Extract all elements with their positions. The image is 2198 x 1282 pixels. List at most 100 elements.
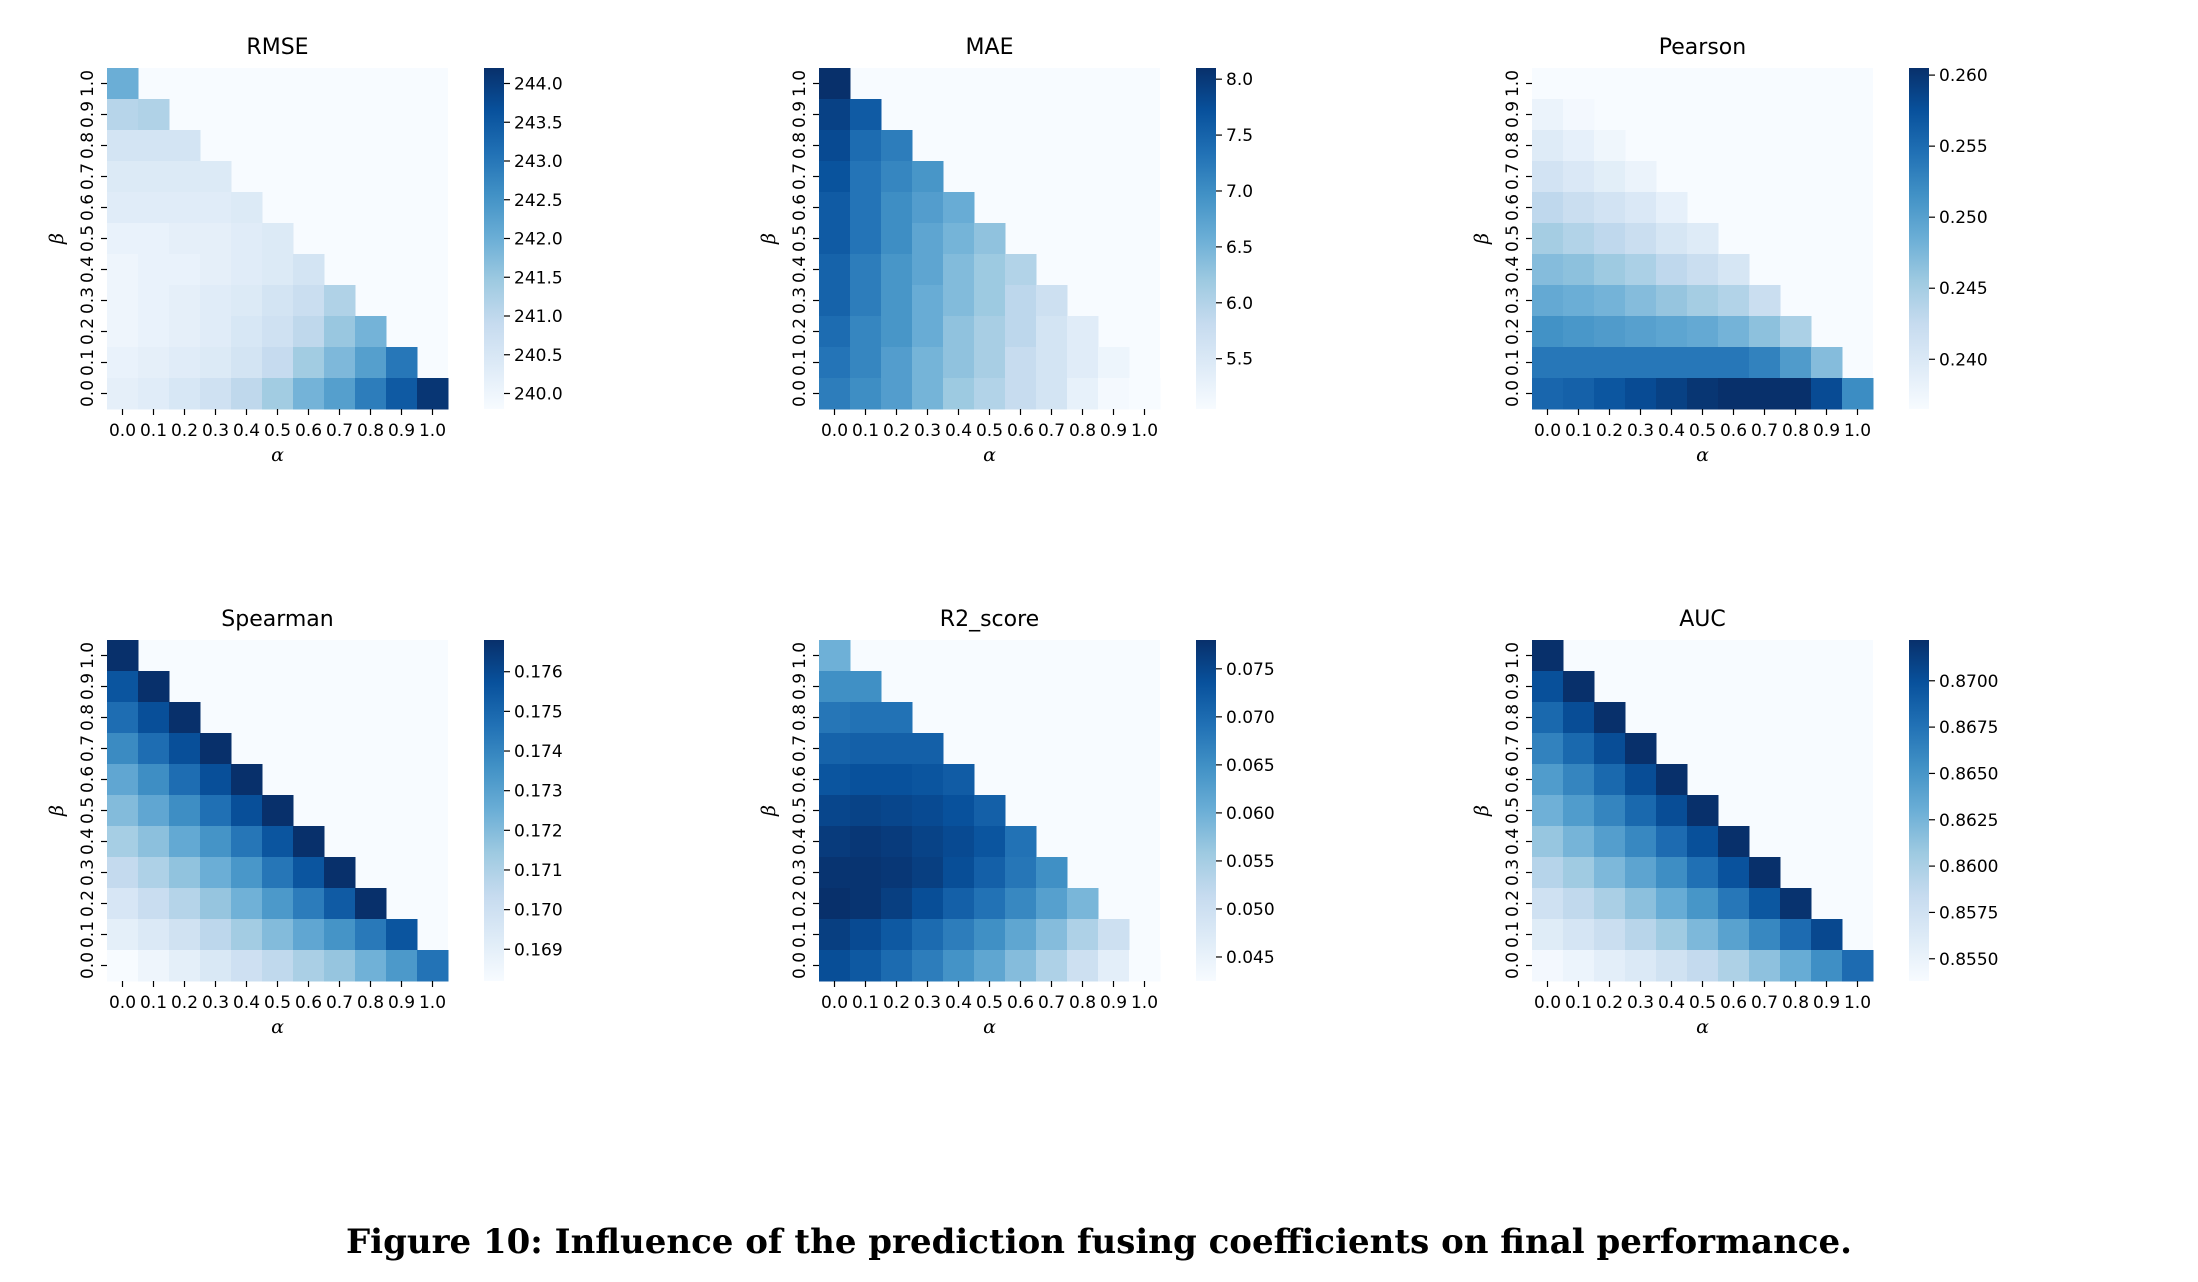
- heatmap-cell: [1625, 795, 1657, 827]
- x-tick-label: 0.5: [976, 421, 1003, 441]
- heatmap-cell: [881, 919, 913, 951]
- y-tick-label: 0.9: [1503, 101, 1523, 128]
- colorbar-tick-label: 244.0: [514, 75, 563, 95]
- heatmap-figure: RMSE 0.0 0.1 0.2 0.3 0.4 0.5 0.6 0.7 0.8 0.9 1.0 α 1.…: [46, 35, 1998, 1038]
- heatmap-cell: [881, 702, 913, 734]
- y-tick-label: 0.4: [790, 828, 810, 855]
- heatmap-cell: [912, 764, 944, 796]
- heatmap-cell: [1532, 68, 1564, 100]
- y-tick-label: 0.6: [790, 766, 810, 793]
- heatmap-cell: [1780, 347, 1812, 379]
- heatmap-cell: [262, 795, 294, 827]
- heatmap-cell: [107, 161, 139, 193]
- heatmap-cell: [1625, 254, 1657, 286]
- heatmap-cell: [881, 223, 913, 255]
- heatmap-cell: [1780, 950, 1812, 982]
- colorbar-tick-label: 0.050: [1226, 900, 1275, 920]
- heatmap-cell: [169, 130, 201, 162]
- colorbar-tick-label: 241.0: [514, 307, 563, 327]
- heatmap-cell: [881, 795, 913, 827]
- heatmap-cell: [850, 671, 882, 703]
- heatmap-cell: [974, 223, 1006, 255]
- heatmap-cell: [1718, 919, 1750, 951]
- x-tick-label: 0.0: [1534, 421, 1561, 441]
- heatmap-cell: [169, 192, 201, 224]
- x-tick-label: 0.9: [388, 993, 415, 1013]
- heatmap-cell: [1532, 316, 1564, 348]
- y-tick-label: 0.5: [790, 797, 810, 824]
- heatmap-cell: [1098, 378, 1130, 410]
- heatmap-cell: [819, 888, 851, 920]
- heatmap-cell: [1811, 347, 1843, 379]
- heatmap-cell: [200, 764, 232, 796]
- heatmap-cell: [1687, 795, 1719, 827]
- y-tick-label: 0.9: [1503, 673, 1523, 700]
- heatmap-cell: [200, 347, 232, 379]
- colorbar-tick-label: 240.0: [514, 385, 563, 405]
- heatmap-cell: [974, 795, 1006, 827]
- x-tick-label: 0.6: [295, 993, 322, 1013]
- y-tick-label: 0.7: [78, 735, 98, 762]
- heatmap-cell: [1656, 888, 1688, 920]
- x-tick-label: 0.8: [1069, 993, 1096, 1013]
- heatmap-cell: [1656, 316, 1688, 348]
- heatmap-cell: [881, 950, 913, 982]
- x-tick-label: 1.0: [1844, 993, 1871, 1013]
- x-tick-label: 0.8: [1782, 421, 1809, 441]
- heatmap-cell: [107, 347, 139, 379]
- heatmap-cell: [1067, 378, 1099, 410]
- heatmap-cell: [107, 702, 139, 734]
- heatmap-cell: [1625, 223, 1657, 255]
- figure-caption: Figure 10: Influence of the prediction f…: [0, 1222, 2198, 1262]
- heatmap-cell: [293, 919, 325, 951]
- heatmap-cell: [324, 285, 356, 317]
- heatmap-cell: [1656, 857, 1688, 889]
- heatmap-cell: [1625, 764, 1657, 796]
- y-tick-label: 0.4: [78, 256, 98, 283]
- heatmap-cell: [819, 130, 851, 162]
- heatmap-cell: [169, 285, 201, 317]
- heatmap-cell: [1563, 795, 1595, 827]
- heatmap-cell: [417, 950, 449, 982]
- y-tick-label: 0.4: [1503, 828, 1523, 855]
- heatmap-cell: [169, 826, 201, 858]
- x-tick-label: 0.8: [357, 993, 384, 1013]
- y-tick-label: 0.6: [1503, 194, 1523, 221]
- x-tick-label: 1.0: [1131, 421, 1158, 441]
- y-tick-label: 0.0: [78, 952, 98, 979]
- heatmap-cell: [1656, 223, 1688, 255]
- colorbar-tick-label: 241.5: [514, 268, 563, 288]
- heatmap-cell: [1687, 950, 1719, 982]
- heatmap-cell: [293, 826, 325, 858]
- heatmap-cell: [107, 857, 139, 889]
- y-tick-label: 0.7: [78, 163, 98, 190]
- heatmap-cell: [262, 223, 294, 255]
- heatmap-cell: [1594, 764, 1626, 796]
- heatmap-cell: [107, 223, 139, 255]
- heatmap-cell: [1532, 130, 1564, 162]
- heatmap-cell: [1625, 826, 1657, 858]
- heatmap-cell: [912, 285, 944, 317]
- heatmap-cell: [169, 888, 201, 920]
- heatmap-cell: [1005, 316, 1037, 348]
- colorbar-tick-label: 243.0: [514, 152, 563, 172]
- heatmap-cell: [819, 285, 851, 317]
- heatmap-cell: [1718, 285, 1750, 317]
- colorbar-tick-label: 0.176: [514, 663, 563, 683]
- x-tick-label: 0.6: [295, 421, 322, 441]
- heatmap-cell: [912, 919, 944, 951]
- heatmap-cell: [138, 795, 170, 827]
- x-tick-label: 0.3: [914, 421, 941, 441]
- heatmap-cell: [1067, 950, 1099, 982]
- heatmap-cell: [819, 640, 851, 672]
- colorbar-tick-label: 0.8650: [1939, 764, 1998, 784]
- y-tick-label: 0.9: [78, 101, 98, 128]
- x-tick-label: 0.0: [821, 993, 848, 1013]
- x-tick-label: 0.5: [1689, 421, 1716, 441]
- heatmap-cell: [107, 826, 139, 858]
- heatmap-cell: [1625, 733, 1657, 765]
- x-tick-label: 0.2: [171, 993, 198, 1013]
- y-axis-label: β: [1471, 805, 1493, 817]
- heatmap-cell: [850, 888, 882, 920]
- x-tick-label: 0.2: [171, 421, 198, 441]
